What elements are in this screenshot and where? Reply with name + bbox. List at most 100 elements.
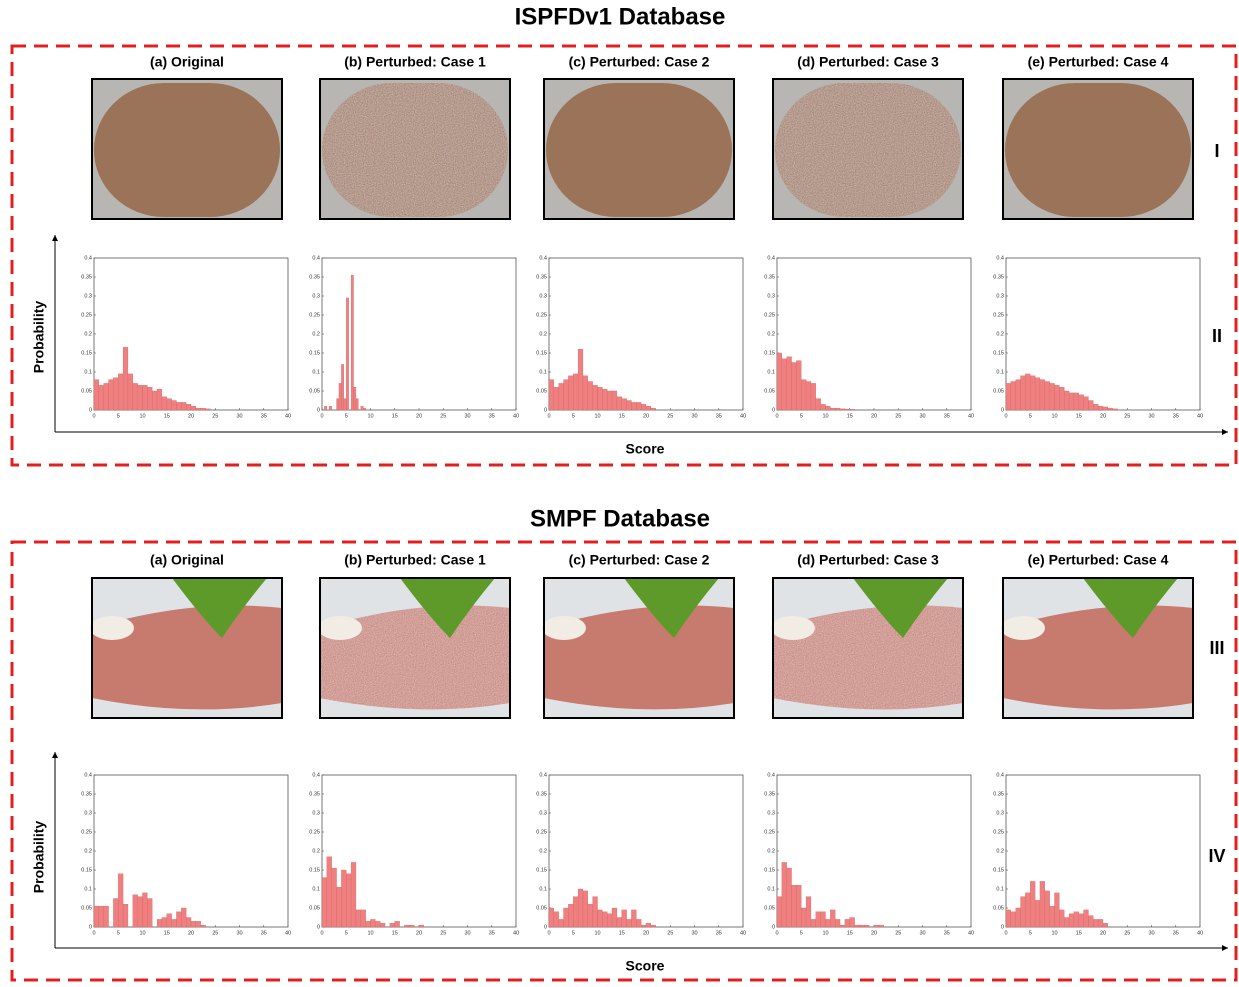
- panel-title: (d) Perturbed: Case 3: [797, 552, 939, 568]
- panel-title: (b) Perturbed: Case 1: [344, 54, 486, 70]
- bar: [859, 924, 865, 928]
- y-tick-label: 0.1: [539, 886, 547, 892]
- bar: [190, 406, 196, 411]
- bar: [161, 396, 167, 411]
- bar: [1093, 919, 1099, 928]
- y-tick-label: 0.4: [996, 255, 1004, 261]
- bar: [185, 917, 192, 928]
- photo-frame: [543, 78, 735, 220]
- x-tick-label: 25: [895, 930, 901, 936]
- y-tick-label: 0.3: [767, 810, 775, 816]
- x-tick-label: 20: [643, 930, 649, 936]
- x-tick-label: 5: [345, 413, 348, 419]
- bar: [1088, 400, 1094, 411]
- bar: [796, 885, 802, 928]
- y-tick-label: 0.15: [81, 867, 92, 873]
- y-tick-label: 0.35: [764, 791, 775, 797]
- bar: [98, 385, 104, 411]
- y-tick-label: 0.2: [767, 331, 775, 337]
- y-tick-label: 0.3: [84, 293, 92, 299]
- panel-title: (e) Perturbed: Case 4: [1028, 54, 1169, 70]
- x-tick-label: 5: [1029, 930, 1032, 936]
- bar: [577, 888, 584, 928]
- bar: [815, 398, 821, 411]
- bar: [805, 896, 812, 928]
- y-tick-label: 0.1: [312, 886, 320, 892]
- bar: [825, 406, 831, 411]
- x-tick-label: 30: [691, 930, 697, 936]
- x-tick-label: 40: [968, 930, 974, 936]
- x-tick-label: 35: [944, 413, 950, 419]
- x-tick-label: 0: [1004, 930, 1007, 936]
- panel-title: (d) Perturbed: Case 3: [797, 54, 939, 70]
- y-tick-label: 0.3: [767, 293, 775, 299]
- y-tick-label: 0.25: [309, 829, 320, 835]
- photo: [771, 577, 964, 719]
- bar: [152, 390, 158, 411]
- bar: [346, 873, 352, 928]
- photo-frame: [772, 78, 964, 220]
- y-tick-label: 0.25: [764, 312, 775, 318]
- y-tick-label: 0: [317, 407, 320, 413]
- bar: [93, 905, 99, 928]
- bar: [1078, 394, 1084, 411]
- bar: [195, 407, 201, 411]
- bar: [353, 387, 357, 411]
- bar: [825, 919, 831, 928]
- x-tick-label: 30: [1148, 930, 1154, 936]
- bar: [839, 924, 846, 928]
- bar: [597, 387, 603, 411]
- panel-title: (b) Perturbed: Case 1: [344, 552, 486, 568]
- y-tick-label: 0.15: [309, 867, 320, 873]
- bar: [820, 911, 826, 928]
- bar: [205, 408, 211, 411]
- bar: [336, 398, 340, 411]
- bar: [1030, 375, 1036, 411]
- nail: [90, 616, 134, 640]
- x-tick-label: 40: [285, 930, 291, 936]
- bar: [147, 387, 153, 411]
- bar: [849, 917, 855, 928]
- y-tick-label: 0.1: [767, 369, 775, 375]
- bar: [156, 388, 163, 411]
- y-tick-label: 0.05: [309, 388, 320, 394]
- bar: [1044, 890, 1050, 928]
- x-tick-label: 10: [367, 930, 373, 936]
- x-tick-label: 40: [1197, 930, 1203, 936]
- bar: [1034, 900, 1041, 928]
- x-tick-label: 35: [261, 930, 267, 936]
- bar: [587, 381, 593, 411]
- bar: [171, 919, 177, 928]
- bar: [864, 924, 870, 928]
- y-tick-label: 0: [1001, 407, 1004, 413]
- bar: [835, 919, 841, 928]
- x-tick-label: 0: [320, 930, 323, 936]
- bar: [602, 388, 608, 411]
- x-tick-label: 5: [572, 413, 575, 419]
- fingertip: [1005, 83, 1191, 217]
- finger: [1003, 605, 1193, 710]
- y-tick-label: 0.05: [536, 388, 547, 394]
- x-tick-label: 5: [800, 413, 803, 419]
- photo-frame: [91, 78, 283, 220]
- bar: [548, 907, 554, 928]
- x-tick-label: 30: [236, 413, 242, 419]
- y-tick-label: 0.25: [81, 829, 92, 835]
- y-tick-label: 0.4: [84, 772, 92, 778]
- nail: [542, 616, 586, 640]
- y-tick-label: 0.3: [996, 810, 1004, 816]
- bar: [573, 896, 579, 928]
- photo: [318, 577, 511, 719]
- bar: [563, 907, 569, 928]
- bar: [1025, 892, 1031, 928]
- bar: [839, 408, 846, 411]
- bar: [650, 924, 656, 928]
- bar: [1059, 387, 1065, 411]
- bar: [98, 905, 104, 928]
- bar: [553, 387, 559, 411]
- y-tick-label: 0.15: [993, 350, 1004, 356]
- fingertip: [94, 83, 280, 217]
- y-tick-label: 0.35: [993, 791, 1004, 797]
- bar: [195, 921, 201, 928]
- bar: [592, 896, 598, 928]
